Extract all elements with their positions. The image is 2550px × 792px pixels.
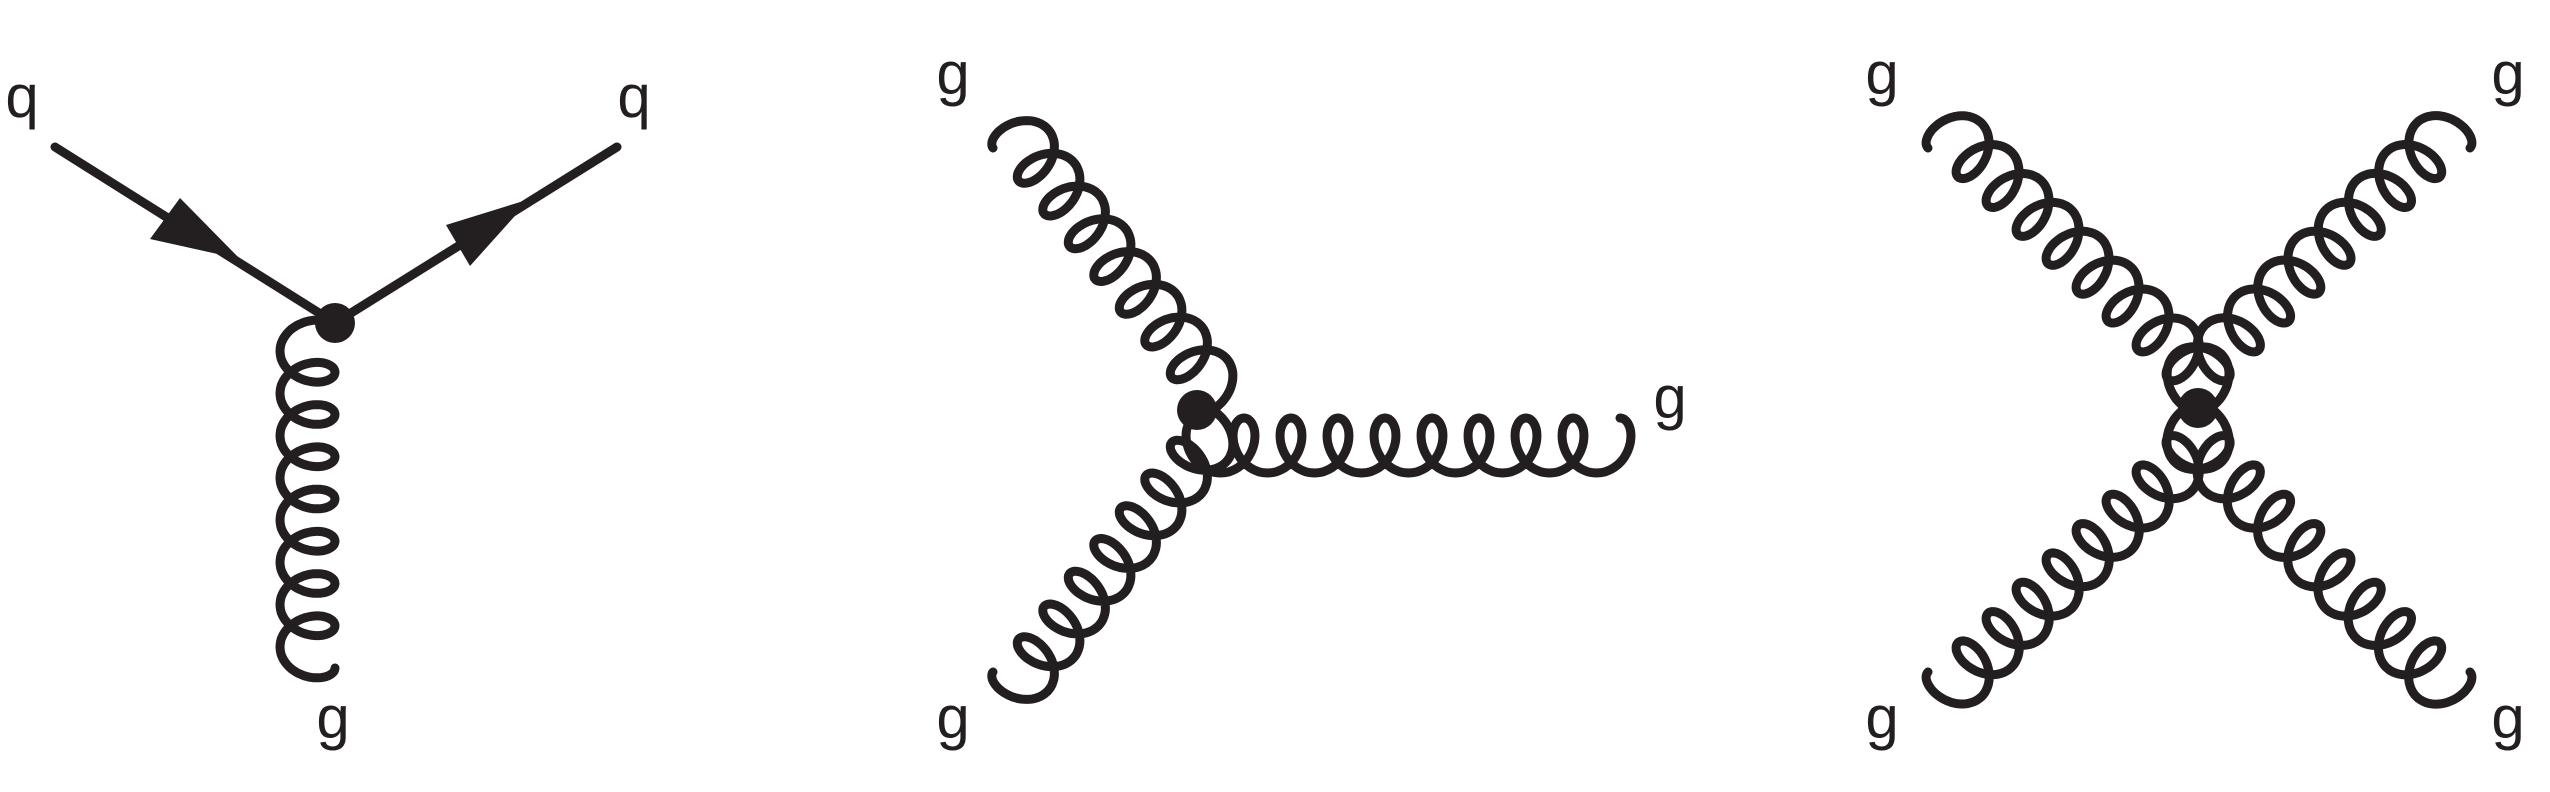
gluon-line-bottom bbox=[275, 315, 340, 683]
gluon-line-right bbox=[1181, 413, 1636, 478]
label-quark-top-right: q bbox=[617, 63, 650, 130]
label-gluon-bottom: g bbox=[316, 684, 349, 751]
incoming-quark-arrow-head bbox=[150, 198, 240, 259]
vertex-dot bbox=[2178, 388, 2218, 428]
gluon-line-top-right bbox=[2162, 111, 2477, 415]
vertex-dot bbox=[315, 303, 355, 343]
label-gluon-top-left: g bbox=[1865, 40, 1898, 107]
vertex-dot bbox=[1177, 390, 1217, 430]
gluon-line-upper bbox=[987, 116, 1238, 417]
label-gluon-top-right: g bbox=[2491, 40, 2524, 107]
label-gluon-bottom: g bbox=[936, 684, 969, 751]
diagram-qqg-vertex: q q g bbox=[5, 63, 650, 751]
label-gluon-right: g bbox=[1653, 364, 1686, 431]
gluon-line-bottom-left bbox=[1921, 401, 2234, 709]
label-gluon-top: g bbox=[936, 40, 969, 107]
gluon-line-lower bbox=[987, 403, 1238, 704]
label-quark-top-left: q bbox=[5, 63, 38, 130]
diagram-four-gluon-vertex: g g g g bbox=[1865, 40, 2524, 751]
outgoing-quark-arrow-head bbox=[446, 199, 530, 266]
diagram-three-gluon-vertex: g g g bbox=[936, 40, 1686, 751]
gluon-line-bottom-right bbox=[2162, 401, 2477, 709]
label-gluon-bottom-right: g bbox=[2491, 684, 2524, 751]
gluon-line-top-left bbox=[1921, 111, 2234, 415]
label-gluon-bottom-left: g bbox=[1865, 684, 1898, 751]
